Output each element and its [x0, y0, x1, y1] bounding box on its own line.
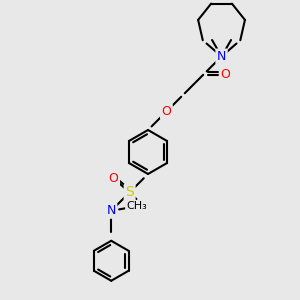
Text: O: O	[161, 105, 171, 118]
Text: S: S	[125, 185, 134, 200]
Text: O: O	[109, 172, 118, 185]
Text: O: O	[139, 200, 148, 213]
Text: N: N	[106, 204, 116, 217]
Text: N: N	[217, 50, 226, 63]
Text: O: O	[220, 68, 230, 81]
Text: CH₃: CH₃	[127, 201, 147, 211]
